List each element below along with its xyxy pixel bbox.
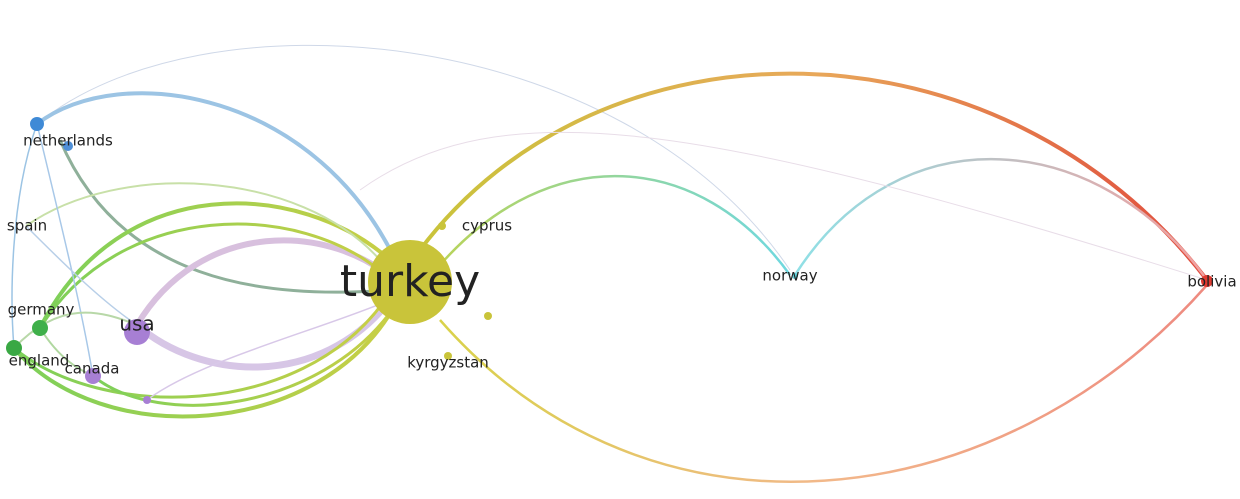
node-label: england <box>9 352 70 370</box>
node-label: cyprus <box>462 217 512 235</box>
edge <box>13 299 387 399</box>
node <box>85 368 101 384</box>
node-label: kyrgyzstan <box>407 354 489 372</box>
edge <box>146 299 391 401</box>
node <box>792 273 798 279</box>
edge <box>359 131 1208 281</box>
node <box>30 117 44 131</box>
edge <box>38 201 392 329</box>
edge <box>11 123 38 349</box>
edges <box>11 44 1209 483</box>
edge <box>92 309 394 407</box>
node <box>124 319 150 345</box>
node <box>6 340 22 356</box>
edge <box>25 225 138 326</box>
node-label: bolivia <box>1187 273 1236 291</box>
labels: turkey netherlands spain germany england… <box>7 132 1237 378</box>
node <box>143 396 151 404</box>
node <box>484 312 492 320</box>
edge <box>439 175 792 276</box>
edge <box>38 222 386 329</box>
node <box>438 222 446 230</box>
node <box>32 320 48 336</box>
node <box>1201 275 1213 287</box>
edge <box>793 157 1209 281</box>
edge <box>25 182 381 261</box>
edge <box>36 44 791 271</box>
edge <box>418 71 1209 282</box>
edge <box>36 123 94 377</box>
node-label: netherlands <box>23 132 113 150</box>
node <box>63 141 73 151</box>
node <box>444 352 452 360</box>
node-label: turkey <box>340 256 480 307</box>
edge <box>12 304 397 419</box>
node <box>368 240 452 324</box>
edge <box>439 284 1208 483</box>
node-label: canada <box>65 360 120 378</box>
node-label: usa <box>119 312 154 336</box>
edge <box>13 311 138 349</box>
edge <box>58 139 391 294</box>
edge <box>35 91 402 271</box>
node-label: germany <box>8 301 75 319</box>
nodes <box>6 117 1213 404</box>
node-label: norway <box>762 267 817 285</box>
node-label: spain <box>7 217 47 235</box>
